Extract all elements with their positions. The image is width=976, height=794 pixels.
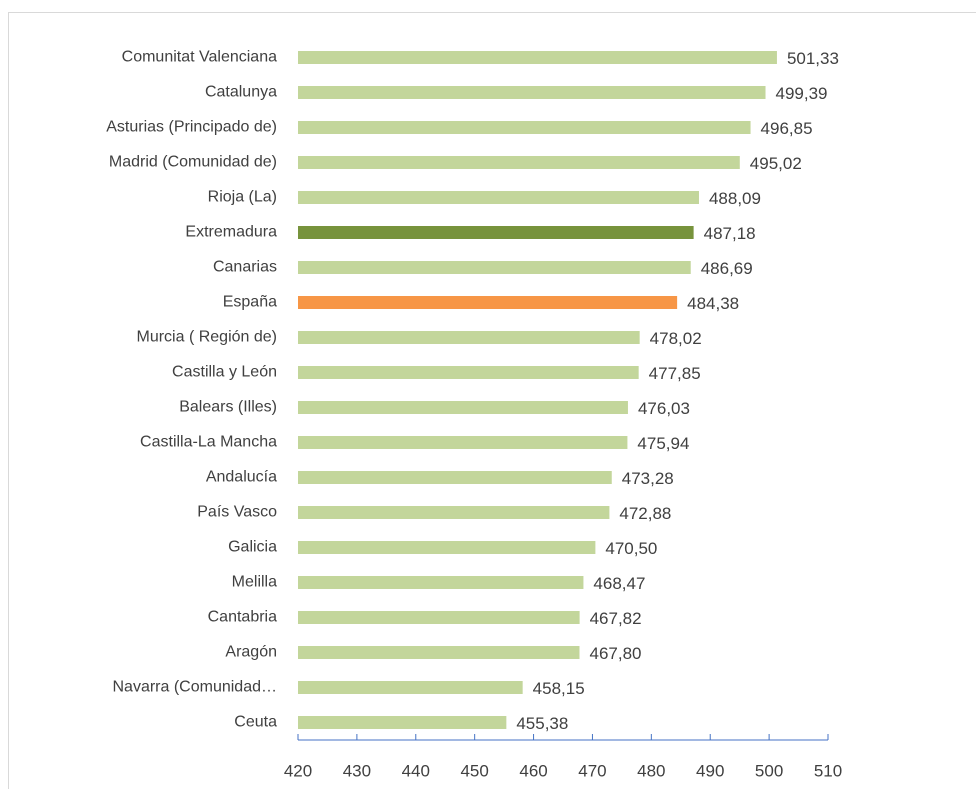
bar	[298, 506, 609, 519]
value-label: 467,80	[589, 644, 641, 663]
value-label: 484,38	[687, 294, 739, 313]
x-tick-label: 420	[284, 761, 312, 780]
category-label: Asturias (Principado de)	[106, 119, 277, 136]
bar	[298, 296, 677, 309]
value-label: 487,18	[704, 224, 756, 243]
x-tick-label: 480	[637, 761, 665, 780]
value-label: 476,03	[638, 399, 690, 418]
bar	[298, 226, 694, 239]
category-label: Balears (Illes)	[179, 399, 277, 416]
category-label: España	[223, 294, 277, 311]
x-tick-label: 460	[519, 761, 547, 780]
bar	[298, 366, 639, 379]
value-label: 470,50	[605, 539, 657, 558]
x-tick-label: 440	[402, 761, 430, 780]
x-tick-label: 500	[755, 761, 783, 780]
value-label: 501,33	[787, 49, 839, 68]
value-label: 473,28	[622, 469, 674, 488]
value-label: 472,88	[619, 504, 671, 523]
category-label: Comunitat Valenciana	[122, 49, 277, 66]
bar	[298, 436, 627, 449]
bar	[298, 576, 583, 589]
category-label: Castilla y León	[172, 364, 277, 381]
bar	[298, 646, 579, 659]
value-label: 455,38	[516, 714, 568, 733]
category-label: Galicia	[228, 539, 277, 556]
bar	[298, 121, 751, 134]
bar	[298, 541, 595, 554]
value-label: 468,47	[593, 574, 645, 593]
bar	[298, 401, 628, 414]
value-label: 467,82	[590, 609, 642, 628]
bar	[298, 611, 580, 624]
category-label: Extremadura	[185, 224, 277, 241]
value-label: 475,94	[637, 434, 689, 453]
category-label: Canarias	[213, 259, 277, 276]
value-label: 488,09	[709, 189, 761, 208]
bar	[298, 331, 640, 344]
x-tick-label: 490	[696, 761, 724, 780]
bar	[298, 156, 740, 169]
x-tick-label: 430	[343, 761, 371, 780]
value-label: 499,39	[776, 84, 828, 103]
bar	[298, 716, 506, 729]
category-label: Castilla-La Mancha	[140, 434, 277, 451]
category-label: Rioja (La)	[208, 189, 277, 206]
category-label: Cantabria	[208, 609, 277, 626]
category-label: Murcia ( Región de)	[137, 329, 278, 346]
category-label: Ceuta	[234, 714, 277, 731]
value-label: 477,85	[649, 364, 701, 383]
bar	[298, 51, 777, 64]
category-label: Andalucía	[206, 469, 277, 486]
x-tick-label: 450	[460, 761, 488, 780]
value-label: 486,69	[701, 259, 753, 278]
value-label: 478,02	[650, 329, 702, 348]
bar	[298, 191, 699, 204]
category-label: Catalunya	[205, 84, 277, 101]
category-label: Aragón	[225, 644, 277, 661]
bar	[298, 261, 691, 274]
category-label: Melilla	[232, 574, 277, 591]
bar	[298, 86, 766, 99]
value-label: 458,15	[533, 679, 585, 698]
value-label: 495,02	[750, 154, 802, 173]
x-tick-label: 470	[578, 761, 606, 780]
bar	[298, 471, 612, 484]
category-label: Navarra (Comunidad…	[112, 679, 277, 696]
value-label: 496,85	[761, 119, 813, 138]
category-label: País Vasco	[197, 504, 277, 521]
category-label: Madrid (Comunidad de)	[109, 154, 277, 171]
bar	[298, 681, 523, 694]
x-tick-label: 510	[814, 761, 842, 780]
